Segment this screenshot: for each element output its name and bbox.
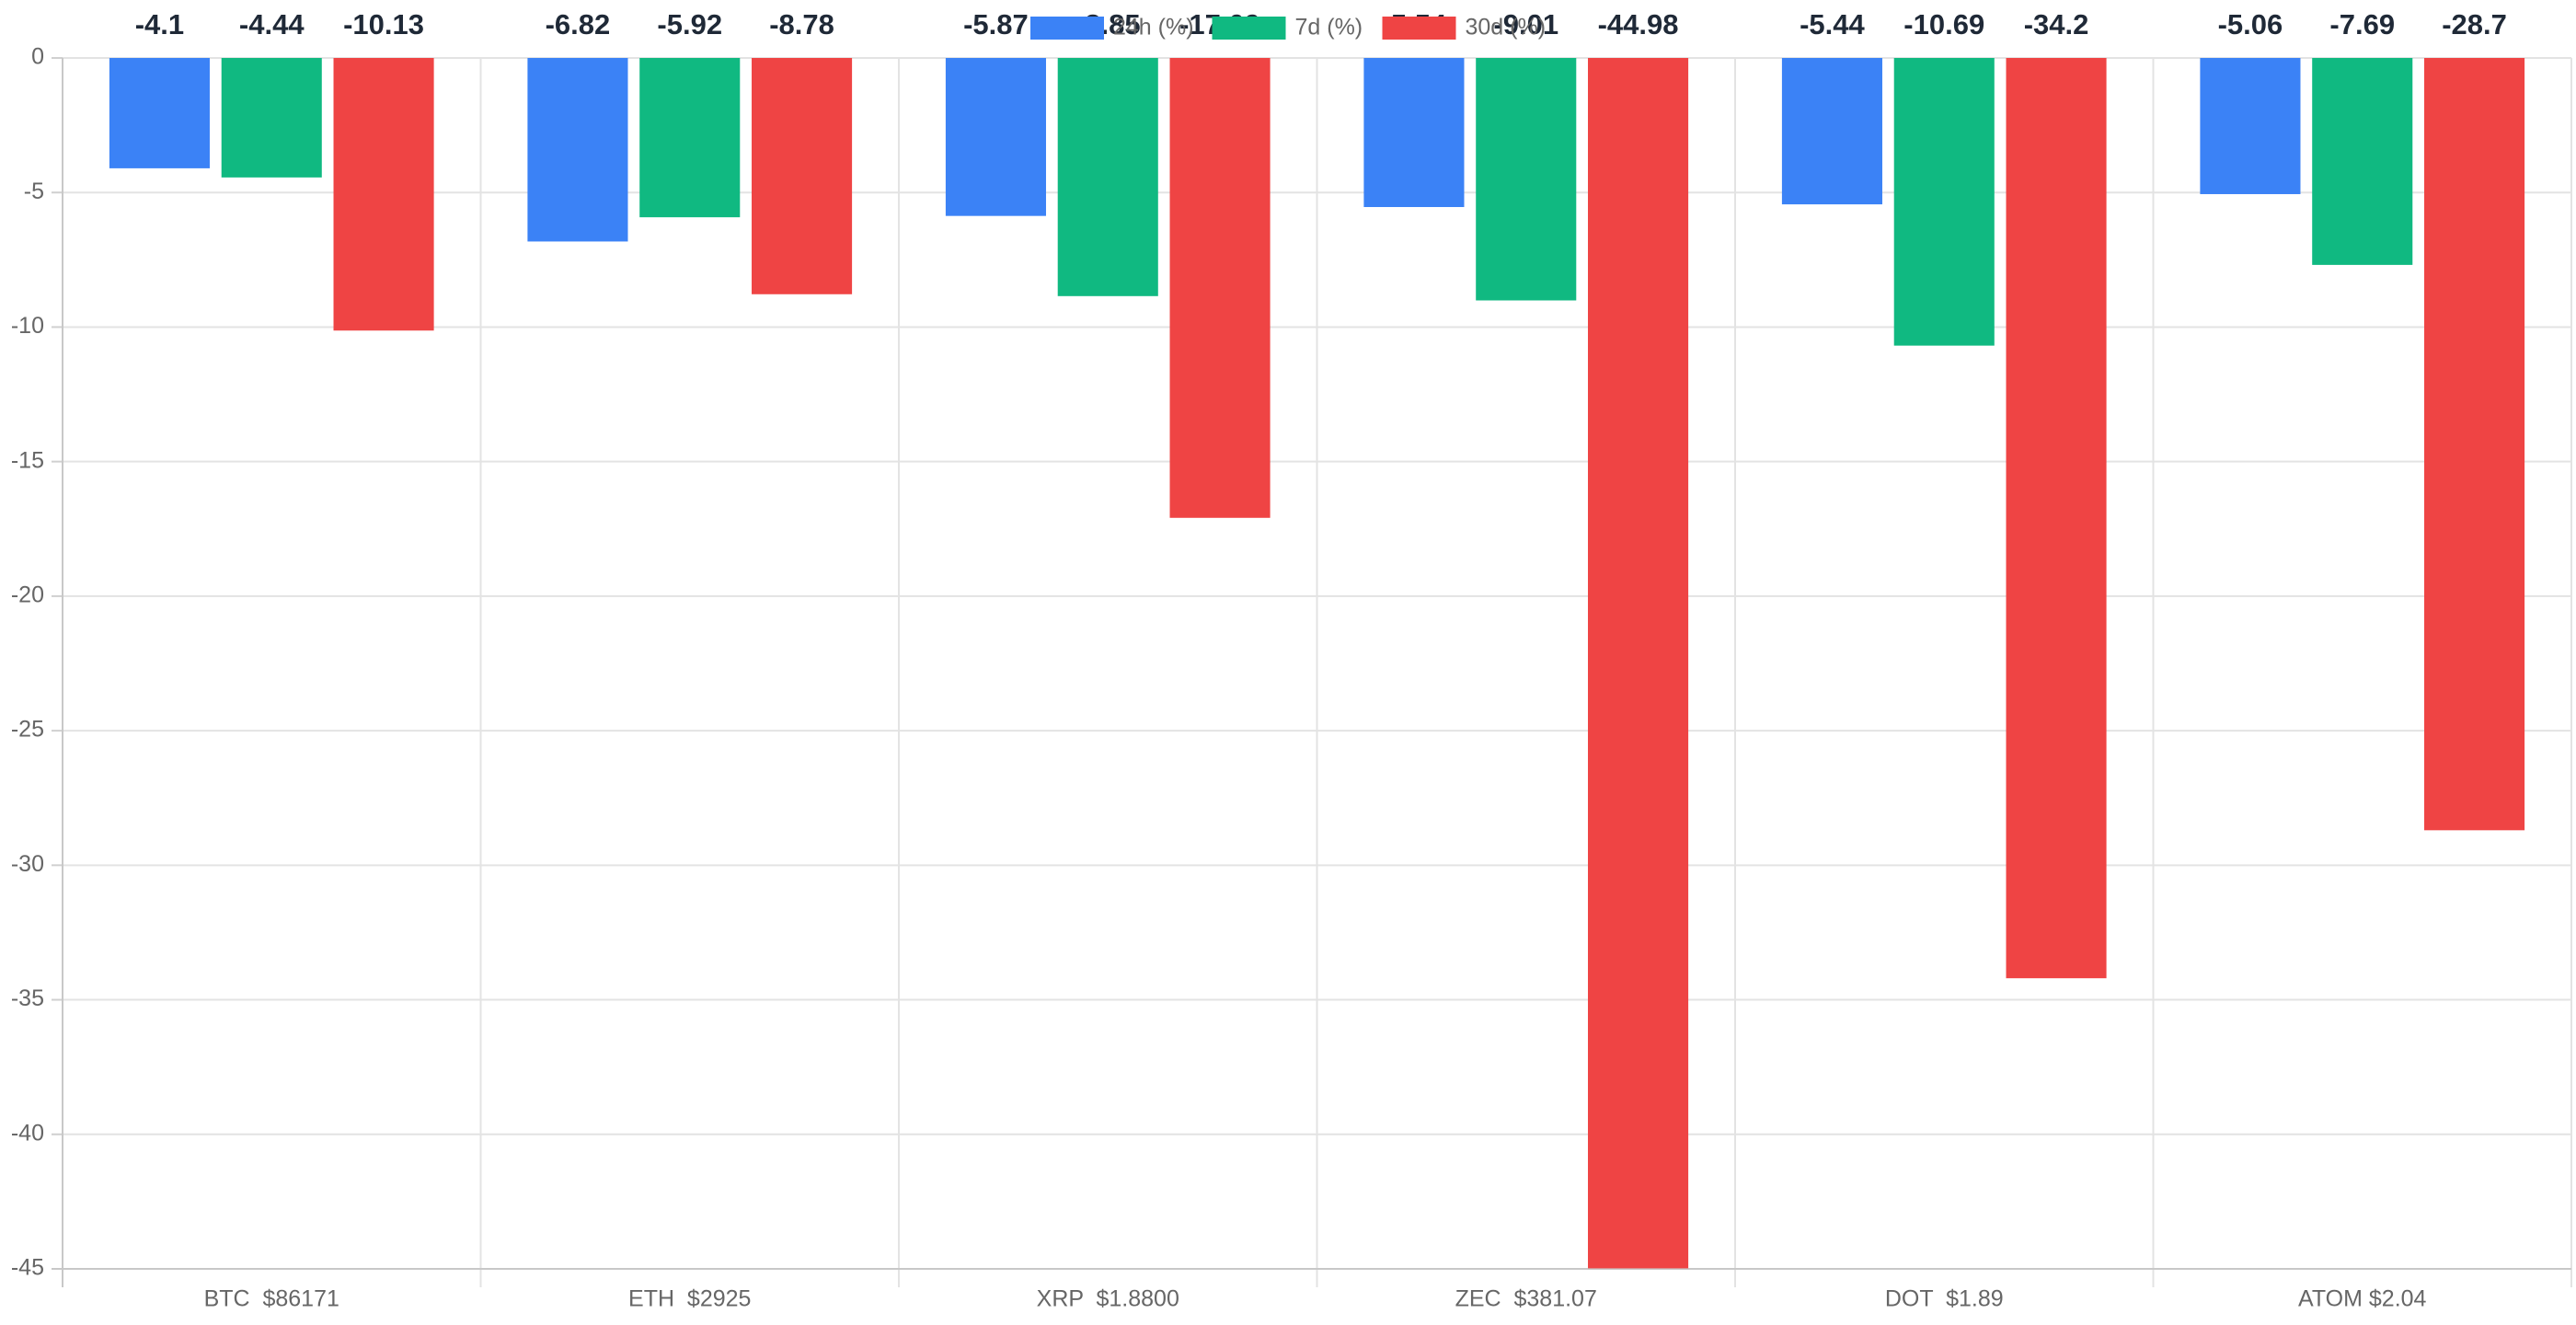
y-tick-label: -10: [11, 313, 44, 339]
bar: [639, 58, 741, 218]
legend-swatch: [1382, 17, 1456, 40]
bar: [1781, 58, 1882, 205]
y-tick-label: -30: [11, 851, 44, 877]
data-label: -4.1: [135, 8, 184, 40]
legend-label: 7d (%): [1295, 15, 1363, 40]
bar: [945, 58, 1046, 216]
data-label: -28.7: [2442, 8, 2507, 40]
data-label: -10.69: [1903, 8, 1984, 40]
bar: [1057, 58, 1158, 296]
x-tick-label: DOT $1.89: [1885, 1286, 2004, 1312]
x-tick-label: ETH $2925: [628, 1286, 751, 1312]
legend-swatch: [1030, 17, 1104, 40]
bar: [2312, 58, 2413, 265]
y-tick-label: -40: [11, 1120, 44, 1146]
bar: [109, 58, 210, 168]
data-label: -7.69: [2329, 8, 2395, 40]
bar: [2200, 58, 2301, 194]
data-label: -8.78: [769, 8, 834, 40]
data-label: -5.87: [963, 8, 1029, 40]
y-tick-label: -25: [11, 717, 44, 743]
bar: [221, 58, 322, 178]
data-label: -9.01: [1493, 8, 1558, 40]
x-tick-label: BTC $86171: [204, 1286, 339, 1312]
bar: [2006, 58, 2107, 979]
legend-label: 30d (%): [1466, 15, 1547, 40]
x-tick-label: XRP $1.8800: [1037, 1286, 1179, 1312]
bar: [1169, 58, 1271, 518]
y-tick-label: -35: [11, 985, 44, 1011]
y-tick-label: -20: [11, 582, 44, 607]
data-label: -5.44: [1800, 8, 1865, 40]
legend-label: 24h (%): [1113, 15, 1194, 40]
data-label: -34.2: [2024, 8, 2089, 40]
data-label: -6.82: [546, 8, 611, 40]
bar: [2424, 58, 2525, 831]
legend-swatch: [1212, 17, 1286, 40]
data-label: -10.13: [343, 8, 424, 40]
y-tick-label: -5: [24, 179, 44, 204]
bar: [1476, 58, 1577, 301]
data-label: -5.06: [2218, 8, 2283, 40]
bar: [1363, 58, 1465, 208]
data-label: -4.44: [239, 8, 305, 40]
bar: [1893, 58, 1995, 346]
data-label: -44.98: [1598, 8, 1679, 40]
y-tick-label: -45: [11, 1255, 44, 1281]
bar: [1588, 58, 1689, 1269]
x-tick-label: ZEC $381.07: [1455, 1286, 1597, 1312]
y-tick-label: 0: [31, 44, 44, 70]
bar: [333, 58, 434, 331]
bar: [752, 58, 853, 294]
bar: [527, 58, 628, 242]
y-tick-label: -15: [11, 447, 44, 473]
data-label: -5.92: [657, 8, 722, 40]
x-tick-label: ATOM $2.04: [2298, 1286, 2427, 1312]
